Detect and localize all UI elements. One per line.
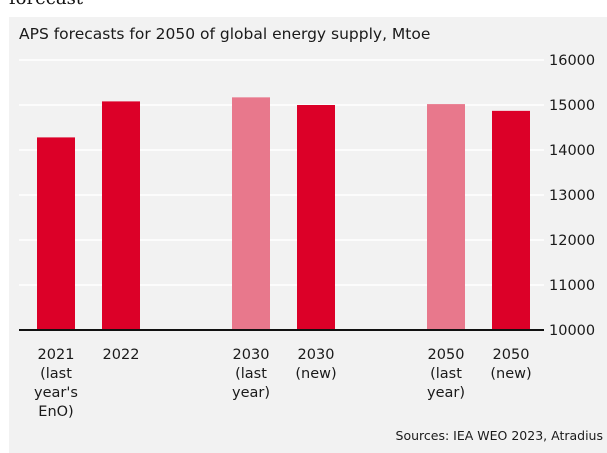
bar [297,105,335,330]
y-tick-label: 12000 [549,233,595,249]
chart-title: APS forecasts for 2050 of global energy … [19,25,431,43]
bar [427,104,465,330]
x-category-label: 2021 (last year's EnO) [34,347,78,420]
bar [232,97,270,330]
bar [492,110,530,330]
y-axis-tick-labels: 10000 11000 12000 13000 14000 15000 16000 [549,53,595,339]
x-category-label: 2050 (last year) [427,347,465,401]
x-category-label: 2030 (last year) [232,347,270,401]
x-category-label: 2022 [103,347,140,363]
x-category-label: 2050 (new) [490,347,531,382]
y-tick-label: 10000 [549,323,595,339]
bar [102,101,140,331]
y-tick-label: 13000 [549,188,595,204]
y-tick-label: 16000 [549,53,595,69]
source-note: Sources: IEA WEO 2023, Atradius [395,428,603,443]
x-category-label: 2030 (new) [295,347,336,382]
x-axis-category-labels: 2021 (last year's EnO) 2022 2030 (last year) 203… [34,347,532,420]
bars [37,97,530,331]
y-tick-label: 11000 [549,278,595,294]
y-tick-label: 15000 [549,98,595,114]
bar [37,137,75,330]
gridlines [19,59,544,286]
caption-fragment: forecast [9,0,83,9]
y-tick-label: 14000 [549,143,595,159]
